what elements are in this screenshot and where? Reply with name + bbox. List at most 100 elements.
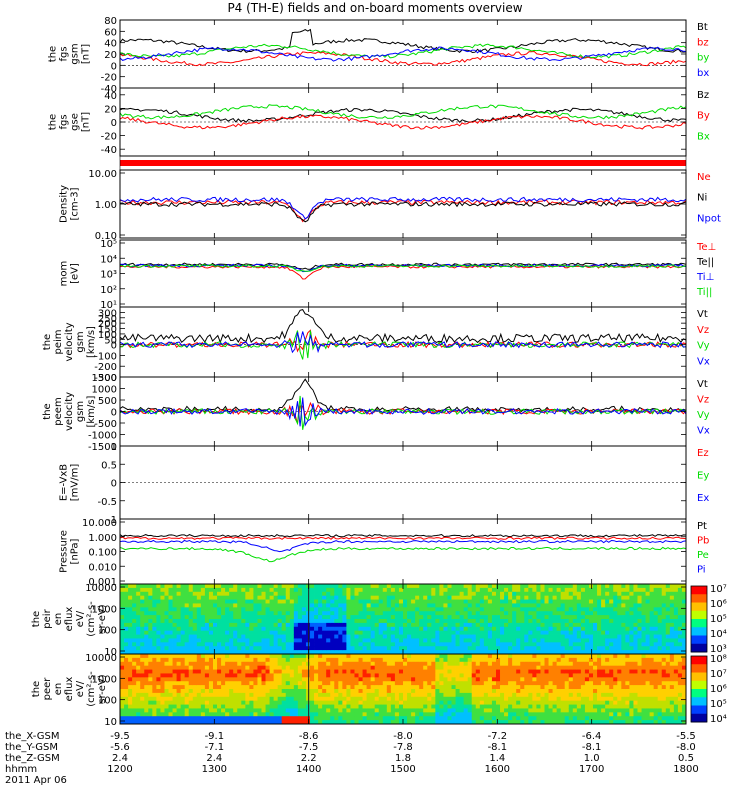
spectrogram-cell: [285, 685, 291, 690]
spectrogram-cell: [443, 700, 448, 705]
spectrogram-cell: [475, 673, 481, 678]
spectrogram-cell: [281, 692, 287, 698]
spectrogram-cell: [520, 720, 525, 725]
spectrogram-cell: [136, 638, 141, 643]
spectrogram-cell: [128, 704, 133, 709]
spectrogram-cell: [346, 654, 351, 659]
spectrogram-cell: [212, 696, 218, 702]
spectrogram-cell: [285, 716, 291, 721]
spectrogram-cell: [597, 634, 602, 639]
spectrogram-cell: [451, 584, 456, 589]
spectrogram-cell: [334, 700, 339, 705]
spectrogram-cell: [233, 599, 238, 604]
spectrogram-cell: [285, 595, 291, 600]
spectrogram-cell: [192, 638, 198, 643]
spectrogram-cell: [314, 657, 319, 663]
spectrogram-cell: [184, 607, 190, 612]
spectrogram-cell: [249, 630, 254, 635]
spectrogram-cell: [645, 638, 651, 643]
series-line-bz: [119, 50, 687, 67]
spectrogram-cell: [427, 611, 432, 616]
spectrogram-cell: [136, 626, 141, 632]
spectrogram-cell: [483, 611, 489, 616]
spectrogram-cell: [253, 673, 258, 678]
spectrogram-cell: [293, 607, 299, 612]
spectrogram-cell: [491, 657, 497, 663]
spectrogram-cell: [467, 681, 473, 686]
spectrogram-cell: [390, 677, 396, 682]
spectrogram-cell: [455, 622, 460, 628]
spectrogram-cell: [168, 681, 173, 686]
spectrogram-cell: [665, 607, 671, 612]
spectrogram-cell: [540, 657, 545, 663]
spectrogram-cell: [132, 591, 137, 597]
spectrogram-cell: [504, 689, 509, 694]
spectrogram-cell: [289, 619, 295, 624]
spectrogram-cell: [552, 584, 558, 589]
spectrogram-cell: [495, 642, 501, 647]
spectrogram-cell: [504, 626, 509, 632]
spectrogram-cell: [605, 626, 610, 632]
y-tick-label: 0.10: [95, 231, 117, 242]
spectrogram-cell: [394, 591, 400, 597]
spectrogram-cell: [390, 584, 396, 589]
spectrogram-cell: [613, 650, 618, 655]
spectrogram-cell: [212, 661, 218, 667]
spectrogram-cell: [681, 607, 687, 612]
spectrogram-cell: [431, 665, 436, 670]
spectrogram-cell: [156, 708, 161, 713]
spectrogram-cell: [629, 599, 634, 604]
spectrogram-cell: [249, 587, 254, 593]
spectrogram-cell: [188, 654, 194, 659]
spectrogram-cell: [136, 595, 141, 600]
spectrogram-cell: [241, 673, 246, 678]
spectrogram-cell: [168, 692, 173, 698]
spectrogram-cell: [338, 607, 343, 612]
spectrogram-cell: [467, 665, 473, 670]
spectrogram-cell: [601, 638, 606, 643]
spectrogram-cell: [532, 587, 537, 593]
spectrogram-cell: [354, 591, 359, 597]
spectrogram-cell: [524, 634, 529, 639]
spectrogram-cell: [512, 720, 517, 725]
spectrogram-cell: [217, 661, 222, 667]
spectrogram-cell: [520, 657, 525, 663]
colorbar-segment: [691, 619, 707, 628]
spectrogram-cell: [156, 716, 161, 721]
spectrogram-cell: [217, 595, 222, 600]
spectrogram-cell: [334, 595, 339, 600]
spectrogram-cell: [568, 595, 574, 600]
spectrogram-cell: [366, 611, 372, 616]
spectrogram-cell: [237, 681, 242, 686]
spectrogram-cell: [403, 661, 408, 667]
spectrogram-cell: [475, 665, 481, 670]
spectrogram-cell: [233, 681, 238, 686]
spectrogram-cell: [358, 689, 363, 694]
spectrogram-cell: [253, 642, 258, 647]
spectrogram-cell: [439, 681, 444, 686]
panel-frame: [119, 518, 687, 585]
legend-entry: Vx: [697, 426, 710, 437]
spectrogram-cell: [398, 673, 404, 678]
spectrogram-cell: [552, 607, 558, 612]
spectrogram-cell: [540, 642, 545, 647]
spectrogram-cell: [528, 720, 533, 725]
spectrogram-cell: [487, 704, 493, 709]
spectrogram-cell: [257, 677, 262, 682]
spectrogram-cell: [621, 650, 626, 655]
spectrogram-cell: [132, 681, 137, 686]
spectrogram-cell: [160, 634, 165, 639]
spectrogram-cell: [378, 642, 384, 647]
spectrogram-cell: [516, 630, 521, 635]
spectrogram-cell: [451, 626, 456, 632]
spectrogram-cell: [645, 646, 651, 651]
spectrogram-cell: [536, 603, 541, 608]
spectrogram-cell: [310, 630, 315, 635]
spectrogram-cell: [168, 696, 173, 702]
spectrogram-cell: [338, 587, 343, 593]
spectrogram-cell: [289, 661, 295, 667]
spectrogram-cell: [431, 642, 436, 647]
spectrogram-cell: [564, 634, 570, 639]
spectrogram-cell: [394, 595, 400, 600]
spectrogram-cell: [237, 700, 242, 705]
